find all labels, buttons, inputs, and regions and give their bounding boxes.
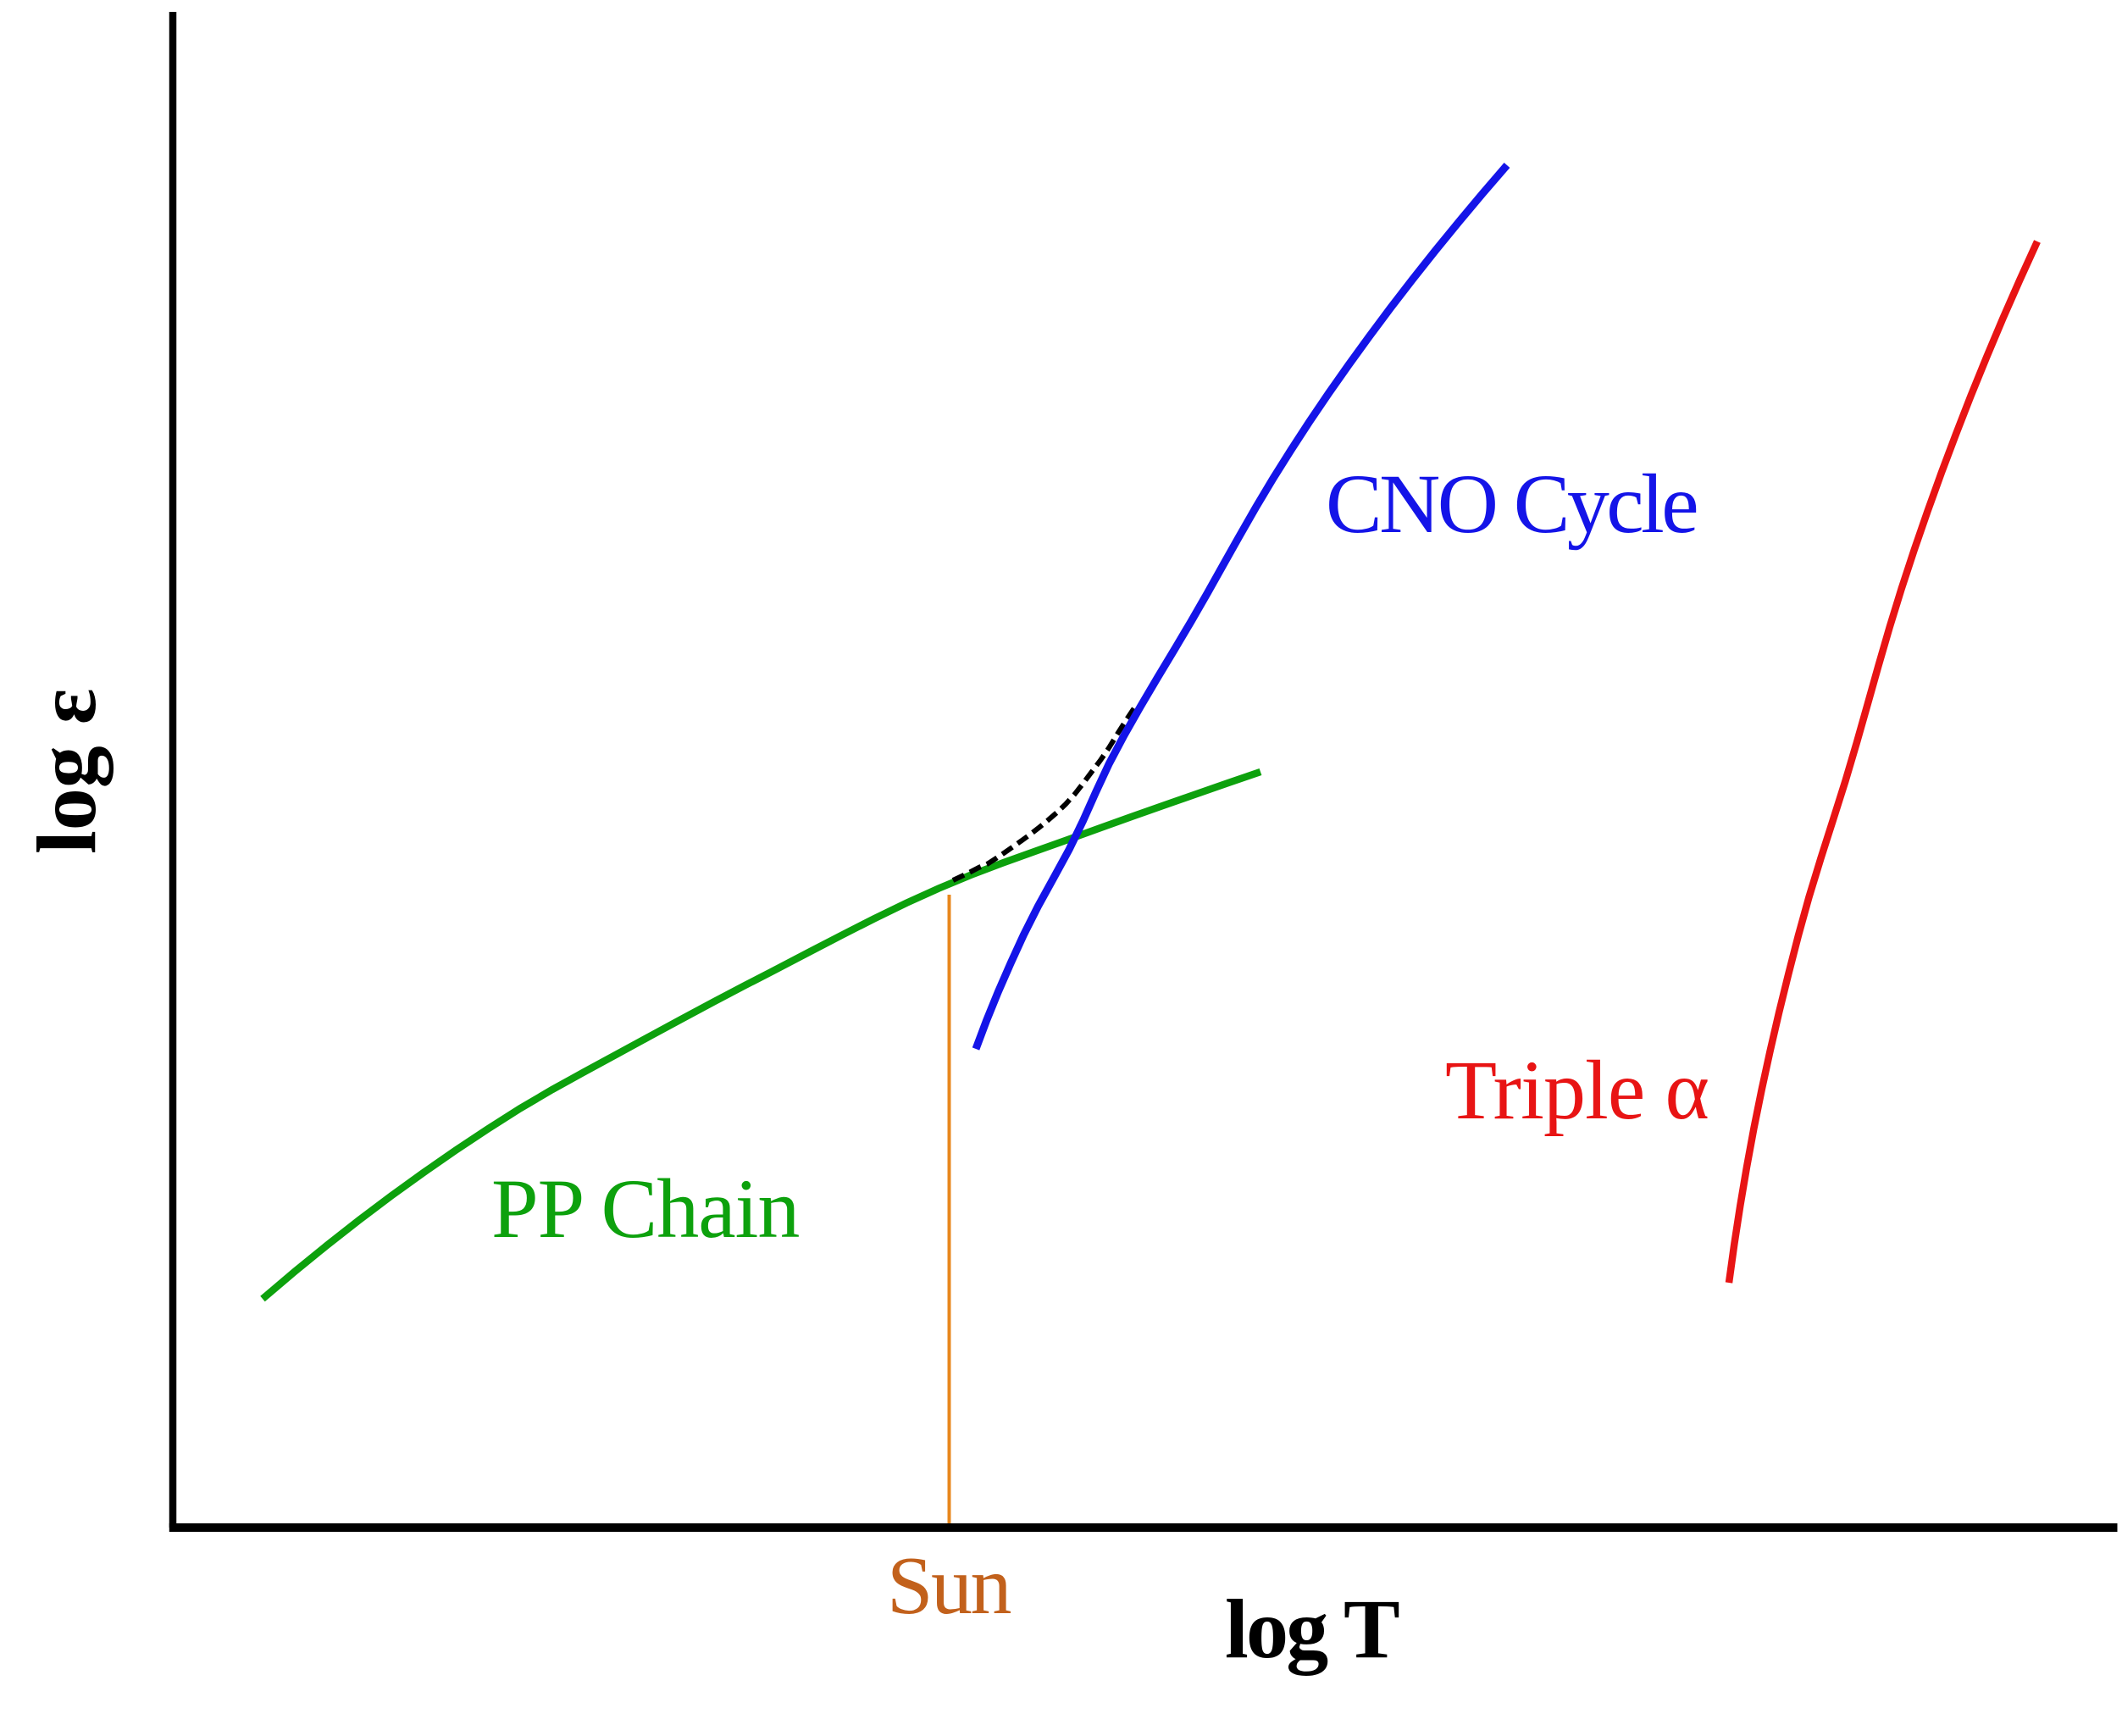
svg-text:Triple α: Triple α [1445, 1043, 1709, 1137]
svg-text:Sun: Sun [887, 1540, 1011, 1632]
svg-text:PP Chain: PP Chain [491, 1162, 799, 1256]
svg-text:log ε: log ε [19, 688, 114, 854]
svg-text:log T: log T [1225, 1582, 1399, 1676]
svg-text:CNO Cycle: CNO Cycle [1326, 457, 1696, 551]
